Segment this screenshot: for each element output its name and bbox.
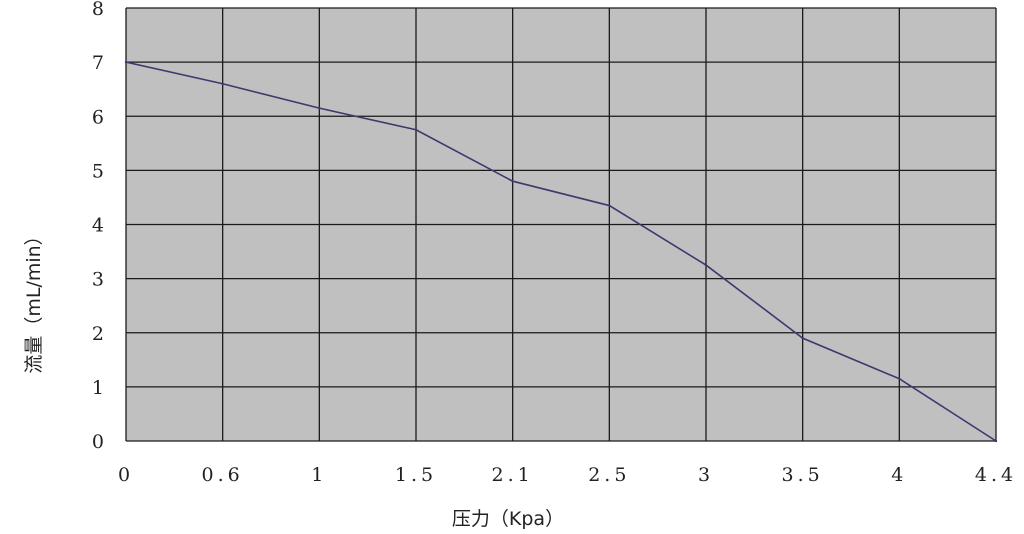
x-tick-label: 2.1 (492, 464, 534, 486)
x-tick-label: 3 (698, 464, 714, 486)
y-axis-title: 流量（mL/min） (23, 226, 45, 373)
y-tick-label: 0 (92, 431, 104, 453)
y-tick-label: 2 (92, 323, 104, 345)
data-point (318, 106, 321, 110)
y-tick-label: 1 (92, 377, 104, 399)
y-tick-label: 7 (92, 52, 104, 74)
y-tick-label: 8 (92, 0, 104, 20)
y-tick-labels: 0 1 2 3 4 5 6 7 8 (92, 0, 104, 453)
data-point (608, 204, 611, 207)
data-point (414, 128, 418, 131)
x-tick-label: 1 (311, 464, 327, 486)
x-tick-label: 2.5 (588, 464, 630, 486)
x-tick-label: 0 (118, 464, 134, 486)
data-point (221, 82, 224, 85)
series-group (124, 60, 998, 443)
data-point (511, 180, 514, 183)
x-tick-label: 3.5 (782, 464, 824, 486)
x-tick-label: 0.6 (202, 464, 244, 486)
x-tick-label: 4.4 (975, 464, 1017, 486)
y-tick-label: 6 (92, 106, 104, 128)
series-line (125, 61, 997, 442)
data-point (994, 439, 998, 443)
x-tick-label: 1.5 (395, 464, 437, 486)
y-tick-label: 5 (92, 160, 104, 182)
grid (125, 7, 997, 442)
x-axis-title: 压力（Kpa） (452, 508, 564, 530)
data-point (898, 377, 901, 380)
data-point (704, 263, 708, 267)
data-point (124, 60, 128, 64)
y-tick-label: 4 (92, 215, 104, 237)
x-tick-label: 4 (891, 464, 907, 486)
data-point (801, 336, 804, 340)
y-tick-label: 3 (92, 269, 104, 291)
x-tick-labels: 0 0.6 1 1.5 2.1 2.5 3 3.5 4 4.4 (118, 464, 1017, 486)
